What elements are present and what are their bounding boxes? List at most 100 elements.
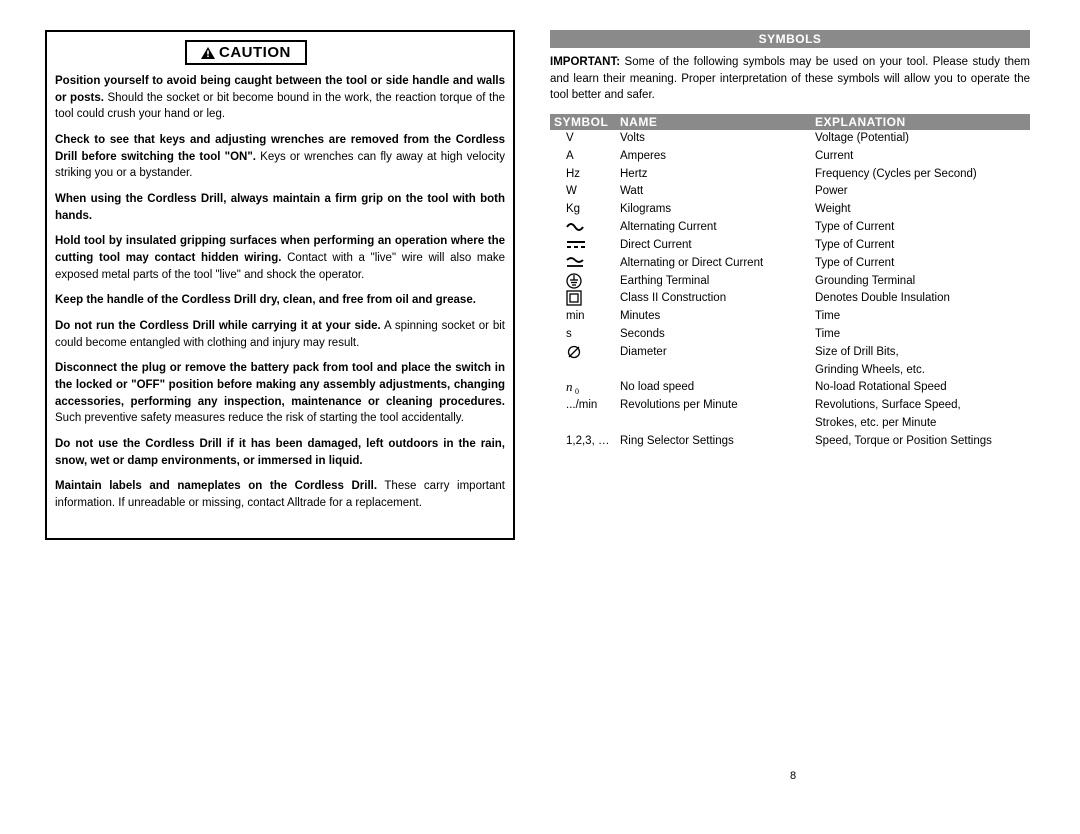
caution-header: CAUTION — [185, 40, 307, 65]
table-row: VVoltsVoltage (Potential) — [550, 130, 1030, 148]
caution-rest-text: Should the socket or bit become bound in… — [55, 92, 505, 121]
cell-symbol — [550, 255, 620, 273]
cell-explanation: Revolutions, Surface Speed,Strokes, etc.… — [815, 397, 1030, 433]
caution-box: CAUTION Position yourself to avoid being… — [45, 30, 515, 540]
cell-symbol — [550, 273, 620, 291]
ac-icon — [566, 220, 586, 234]
cell-explanation: Power — [815, 183, 1030, 201]
cell-explanation: Frequency (Cycles per Second) — [815, 166, 1030, 184]
cell-explanation: Speed, Torque or Position Settings — [815, 433, 1030, 451]
cell-explanation: Current — [815, 148, 1030, 166]
caution-bold-text: Keep the handle of the Cordless Drill dr… — [55, 294, 476, 306]
cell-symbol: s — [550, 326, 620, 344]
cell-name: Hertz — [620, 166, 815, 184]
cell-symbol: V — [550, 130, 620, 148]
left-column: CAUTION Position yourself to avoid being… — [45, 30, 515, 540]
n0-icon: n0 — [566, 379, 584, 395]
cell-symbol: 1,2,3, … — [550, 433, 620, 451]
cell-name: Ring Selector Settings — [620, 433, 815, 451]
caution-paragraph: When using the Cordless Drill, always ma… — [55, 191, 505, 224]
cell-explanation: No-load Rotational Speed — [815, 379, 1030, 397]
cell-symbol: W — [550, 183, 620, 201]
dc-icon — [566, 239, 586, 251]
svg-text:0: 0 — [575, 387, 579, 395]
cell-explanation: Weight — [815, 201, 1030, 219]
caution-paragraph: Check to see that keys and adjusting wre… — [55, 132, 505, 182]
cell-symbol: Hz — [550, 166, 620, 184]
warning-triangle-icon — [201, 47, 215, 59]
cell-explanation: Type of Current — [815, 237, 1030, 255]
manual-page: CAUTION Position yourself to avoid being… — [45, 30, 1035, 540]
table-row: n0 No load speedNo-load Rotational Speed — [550, 379, 1030, 397]
th-name: NAME — [620, 115, 815, 129]
page-number: 8 — [790, 770, 796, 782]
table-row: Direct CurrentType of Current — [550, 237, 1030, 255]
acdc-icon — [566, 256, 586, 270]
symbols-intro: IMPORTANT: Some of the following symbols… — [550, 54, 1030, 104]
cell-name: Seconds — [620, 326, 815, 344]
cell-symbol: .../min — [550, 397, 620, 415]
table-row: Alternating or Direct CurrentType of Cur… — [550, 255, 1030, 273]
important-label: IMPORTANT: — [550, 56, 620, 68]
table-row: DiameterSize of Drill Bits,Grinding Whee… — [550, 344, 1030, 380]
cell-explanation: Grounding Terminal — [815, 273, 1030, 291]
cell-explanation: Denotes Double Insulation — [815, 290, 1030, 308]
caution-paragraph: Maintain labels and nameplates on the Co… — [55, 478, 505, 511]
cell-name: Direct Current — [620, 237, 815, 255]
caution-paragraph: Keep the handle of the Cordless Drill dr… — [55, 292, 505, 309]
right-column: SYMBOLS IMPORTANT: Some of the following… — [550, 30, 1030, 540]
cell-name: Minutes — [620, 308, 815, 326]
cell-explanation: Voltage (Potential) — [815, 130, 1030, 148]
cell-name: Class II Construction — [620, 290, 815, 308]
cell-explanation: Type of Current — [815, 255, 1030, 273]
table-row: Class II ConstructionDenotes Double Insu… — [550, 290, 1030, 308]
cell-symbol: n0 — [550, 379, 620, 397]
caution-paragraph: Hold tool by insulated gripping surfaces… — [55, 233, 505, 283]
caution-bold-text: When using the Cordless Drill, always ma… — [55, 193, 505, 222]
symbols-table-body: VVoltsVoltage (Potential)AAmperesCurrent… — [550, 130, 1030, 451]
cell-name: Watt — [620, 183, 815, 201]
cell-name: Diameter — [620, 344, 815, 362]
caution-bold-text: Do not run the Cordless Drill while carr… — [55, 320, 381, 332]
table-row: sSecondsTime — [550, 326, 1030, 344]
cell-explanation: Time — [815, 308, 1030, 326]
th-explanation: EXPLANATION — [815, 115, 1030, 129]
symbols-table-header: SYMBOL NAME EXPLANATION — [550, 114, 1030, 130]
table-row: HzHertzFrequency (Cycles per Second) — [550, 166, 1030, 184]
table-row: AAmperesCurrent — [550, 148, 1030, 166]
class2-icon — [566, 290, 582, 306]
table-row: .../minRevolutions per MinuteRevolutions… — [550, 397, 1030, 433]
table-row: 1,2,3, …Ring Selector SettingsSpeed, Tor… — [550, 433, 1030, 451]
table-row: minMinutesTime — [550, 308, 1030, 326]
cell-symbol: Kg — [550, 201, 620, 219]
cell-name: Earthing Terminal — [620, 273, 815, 291]
caution-bold-text: Maintain labels and nameplates on the Co… — [55, 480, 377, 492]
intro-text: Some of the following symbols may be use… — [550, 56, 1030, 101]
table-row: KgKilogramsWeight — [550, 201, 1030, 219]
cell-explanation: Time — [815, 326, 1030, 344]
cell-name: Alternating or Direct Current — [620, 255, 815, 273]
th-symbol: SYMBOL — [550, 115, 620, 129]
cell-symbol — [550, 237, 620, 255]
cell-symbol: min — [550, 308, 620, 326]
cell-name: No load speed — [620, 379, 815, 397]
earth-icon — [566, 273, 582, 289]
cell-symbol — [550, 344, 620, 362]
cell-symbol — [550, 290, 620, 308]
symbols-banner: SYMBOLS — [550, 30, 1030, 48]
table-row: WWattPower — [550, 183, 1030, 201]
caution-paragraph: Do not run the Cordless Drill while carr… — [55, 318, 505, 351]
cell-symbol — [550, 219, 620, 237]
table-row: Alternating CurrentType of Current — [550, 219, 1030, 237]
caution-paragraph: Do not use the Cordless Drill if it has … — [55, 436, 505, 469]
caution-paragraph: Position yourself to avoid being caught … — [55, 73, 505, 123]
dia-icon — [566, 344, 582, 360]
cell-name: Amperes — [620, 148, 815, 166]
caution-bold-text: Disconnect the plug or remove the batter… — [55, 362, 505, 407]
caution-paragraph: Disconnect the plug or remove the batter… — [55, 360, 505, 427]
cell-name: Volts — [620, 130, 815, 148]
cell-symbol: A — [550, 148, 620, 166]
table-row: Earthing TerminalGrounding Terminal — [550, 273, 1030, 291]
cell-explanation: Type of Current — [815, 219, 1030, 237]
svg-text:n: n — [566, 379, 573, 394]
